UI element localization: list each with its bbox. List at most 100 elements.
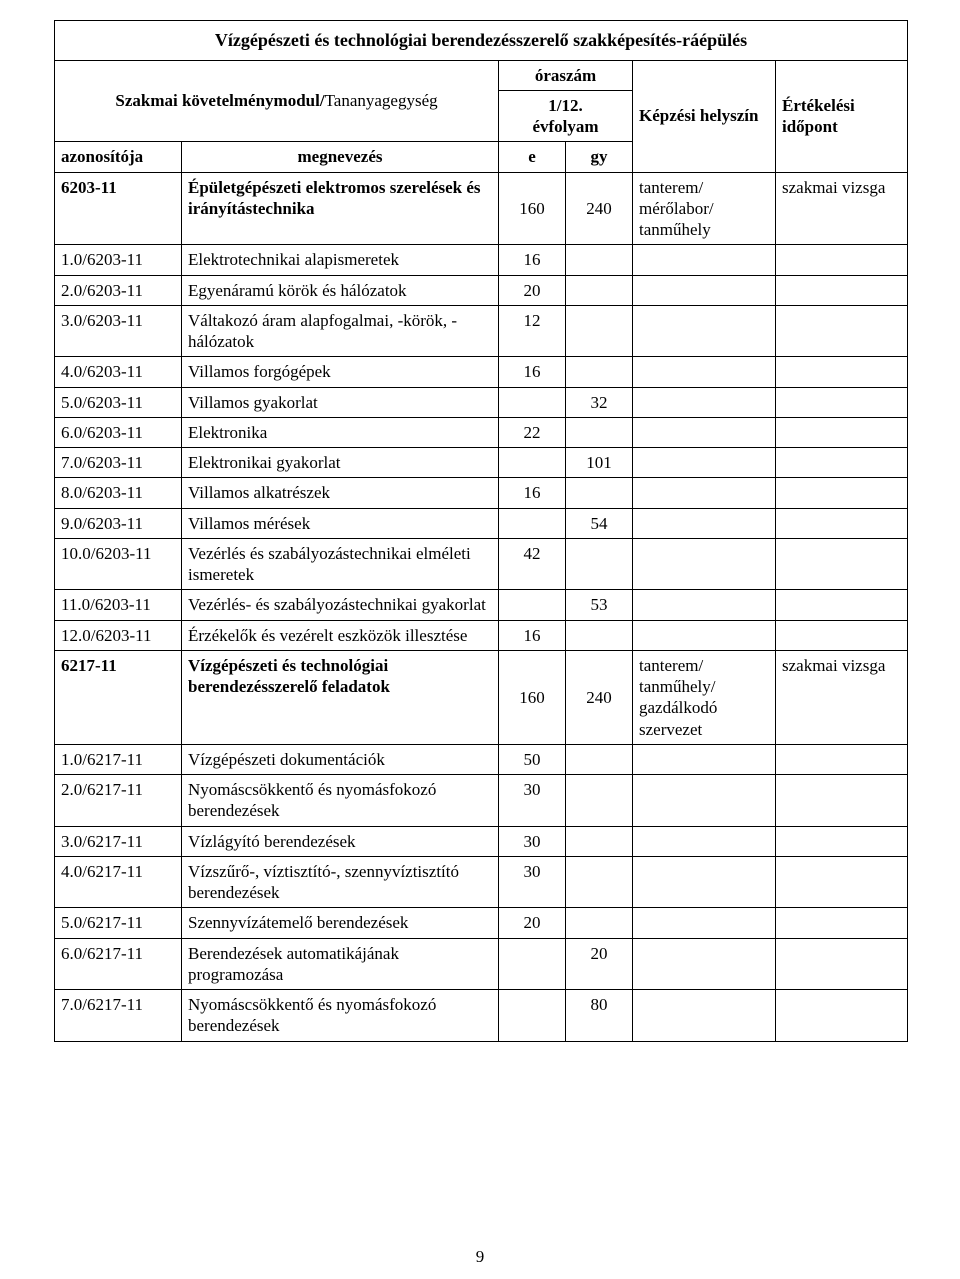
table-row: 1.0/6217-11Vízgépészeti dokumentációk50 — [55, 744, 908, 774]
row-gy — [566, 620, 633, 650]
table-row: 4.0/6203-11Villamos forgógépek16 — [55, 357, 908, 387]
row-gy: 54 — [566, 508, 633, 538]
row-name: Vízgépészeti dokumentációk — [182, 744, 499, 774]
row-loc — [633, 990, 776, 1042]
row-name: Villamos mérések — [182, 508, 499, 538]
row-e: 16 — [499, 478, 566, 508]
row-loc — [633, 305, 776, 357]
module-name: Vízgépészeti és technológiai berendezéss… — [182, 650, 499, 744]
row-gy: 101 — [566, 448, 633, 478]
row-id: 6.0/6217-11 — [55, 938, 182, 990]
row-id: 12.0/6203-11 — [55, 620, 182, 650]
table-row: 7.0/6203-11Elektronikai gyakorlat101 — [55, 448, 908, 478]
row-name: Villamos forgógépek — [182, 357, 499, 387]
table-row: 8.0/6203-11Villamos alkatrészek16 — [55, 478, 908, 508]
header-modul-bold: Szakmai követelménymodul/ — [115, 91, 324, 110]
table-row: 2.0/6217-11Nyomáscsökkentő és nyomásfoko… — [55, 775, 908, 827]
module-eval: szakmai vizsga — [776, 172, 908, 245]
module-loc: tanterem/mérőlabor/tanműhely — [633, 172, 776, 245]
header-kepzesi: Képzési helyszín — [633, 60, 776, 172]
table-row: 9.0/6203-11Villamos mérések54 — [55, 508, 908, 538]
row-e: 20 — [499, 908, 566, 938]
row-id: 6.0/6203-11 — [55, 417, 182, 447]
row-id: 4.0/6203-11 — [55, 357, 182, 387]
row-eval — [776, 275, 908, 305]
header-gy: gy — [566, 142, 633, 172]
row-gy — [566, 275, 633, 305]
row-gy — [566, 744, 633, 774]
module-name: Épületgépészeti elektromos szerelések és… — [182, 172, 499, 245]
row-eval — [776, 417, 908, 447]
row-gy — [566, 478, 633, 508]
row-name: Váltakozó áram alapfogalmai, -körök, -há… — [182, 305, 499, 357]
module-gy: 240 — [566, 172, 633, 245]
row-name: Berendezések automatikájának programozás… — [182, 938, 499, 990]
row-id: 4.0/6217-11 — [55, 856, 182, 908]
curriculum-table: Vízgépészeti és technológiai berendezéss… — [54, 20, 908, 1042]
module-eval: szakmai vizsga — [776, 650, 908, 744]
row-loc — [633, 744, 776, 774]
row-name: Vízszűrő-, víztisztító-, szennyvíztisztí… — [182, 856, 499, 908]
table-row: 1.0/6203-11Elektrotechnikai alapismerete… — [55, 245, 908, 275]
row-e: 20 — [499, 275, 566, 305]
header-evfolyam-top: 1/12. — [548, 96, 582, 115]
header-oraszam: óraszám — [499, 60, 633, 90]
row-name: Szennyvízátemelő berendezések — [182, 908, 499, 938]
row-eval — [776, 620, 908, 650]
module-id: 6217-11 — [55, 650, 182, 744]
header-evfolyam-bottom: évfolyam — [532, 117, 598, 136]
row-loc — [633, 508, 776, 538]
row-eval — [776, 826, 908, 856]
row-gy — [566, 357, 633, 387]
row-loc — [633, 275, 776, 305]
table-row: 6.0/6217-11Berendezések automatikájának … — [55, 938, 908, 990]
header-megnev: megnevezés — [182, 142, 499, 172]
header-e: e — [499, 142, 566, 172]
row-id: 2.0/6217-11 — [55, 775, 182, 827]
row-e: 12 — [499, 305, 566, 357]
row-e — [499, 590, 566, 620]
row-eval — [776, 938, 908, 990]
row-loc — [633, 590, 776, 620]
module-row: 6217-11 Vízgépészeti és technológiai ber… — [55, 650, 908, 744]
row-id: 5.0/6203-11 — [55, 387, 182, 417]
row-e: 42 — [499, 538, 566, 590]
row-eval — [776, 305, 908, 357]
row-loc — [633, 908, 776, 938]
row-eval — [776, 245, 908, 275]
row-eval — [776, 775, 908, 827]
table-row: 5.0/6217-11Szennyvízátemelő berendezések… — [55, 908, 908, 938]
row-eval — [776, 590, 908, 620]
row-eval — [776, 538, 908, 590]
row-gy: 20 — [566, 938, 633, 990]
module-row: 6203-11 Épületgépészeti elektromos szere… — [55, 172, 908, 245]
row-id: 11.0/6203-11 — [55, 590, 182, 620]
row-e — [499, 387, 566, 417]
table-row: 12.0/6203-11Érzékelők és vezérelt eszköz… — [55, 620, 908, 650]
table-row: 3.0/6203-11Váltakozó áram alapfogalmai, … — [55, 305, 908, 357]
module-loc: tanterem/tanműhely/gazdálkodószervezet — [633, 650, 776, 744]
page: Vízgépészeti és technológiai berendezéss… — [0, 0, 960, 1279]
row-eval — [776, 856, 908, 908]
header-azon: azonosítója — [55, 142, 182, 172]
row-gy — [566, 417, 633, 447]
row-eval — [776, 744, 908, 774]
table-row: 5.0/6203-11Villamos gyakorlat 32 — [55, 387, 908, 417]
row-gy: 32 — [566, 387, 633, 417]
table-row: 4.0/6217-11Vízszűrő-, víztisztító-, szen… — [55, 856, 908, 908]
row-id: 5.0/6217-11 — [55, 908, 182, 938]
table-title: Vízgépészeti és technológiai berendezéss… — [55, 21, 908, 61]
table-row: 7.0/6217-11Nyomáscsökkentő és nyomásfoko… — [55, 990, 908, 1042]
row-id: 3.0/6203-11 — [55, 305, 182, 357]
table-row: 3.0/6217-11Vízlágyító berendezések30 — [55, 826, 908, 856]
row-id: 7.0/6217-11 — [55, 990, 182, 1042]
row-id: 10.0/6203-11 — [55, 538, 182, 590]
row-loc — [633, 448, 776, 478]
row-name: Villamos gyakorlat — [182, 387, 499, 417]
row-name: Nyomáscsökkentő és nyomásfokozó berendez… — [182, 775, 499, 827]
row-name: Elektronika — [182, 417, 499, 447]
row-gy — [566, 856, 633, 908]
row-eval — [776, 387, 908, 417]
row-name: Villamos alkatrészek — [182, 478, 499, 508]
table-row: 11.0/6203-11Vezérlés- és szabályozástech… — [55, 590, 908, 620]
